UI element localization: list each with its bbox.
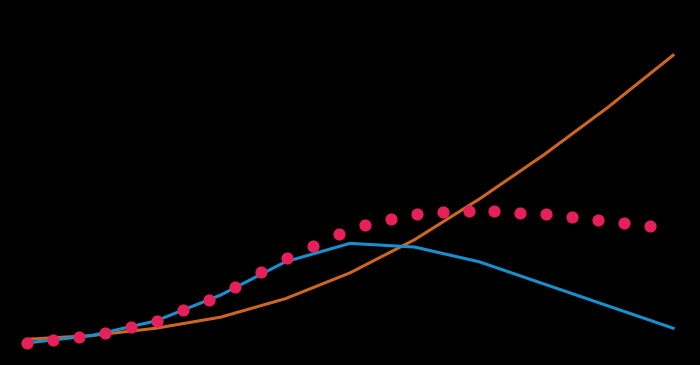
Point	[333, 231, 344, 237]
Point	[74, 334, 85, 340]
Point	[151, 318, 162, 323]
Point	[48, 337, 59, 343]
Point	[359, 222, 370, 228]
Point	[99, 330, 111, 335]
Point	[645, 223, 656, 229]
Point	[541, 211, 552, 217]
Point	[463, 208, 474, 214]
Point	[515, 210, 526, 215]
Point	[255, 269, 266, 275]
Point	[567, 214, 578, 220]
Point	[619, 220, 630, 226]
Point	[125, 324, 136, 330]
Point	[281, 255, 293, 261]
Point	[21, 340, 32, 346]
Point	[385, 216, 396, 222]
Point	[437, 210, 448, 215]
Point	[203, 297, 214, 303]
Point	[593, 217, 604, 223]
Point	[307, 243, 318, 249]
Point	[489, 208, 500, 214]
Point	[229, 284, 240, 290]
Point	[177, 307, 188, 313]
Point	[411, 211, 422, 217]
